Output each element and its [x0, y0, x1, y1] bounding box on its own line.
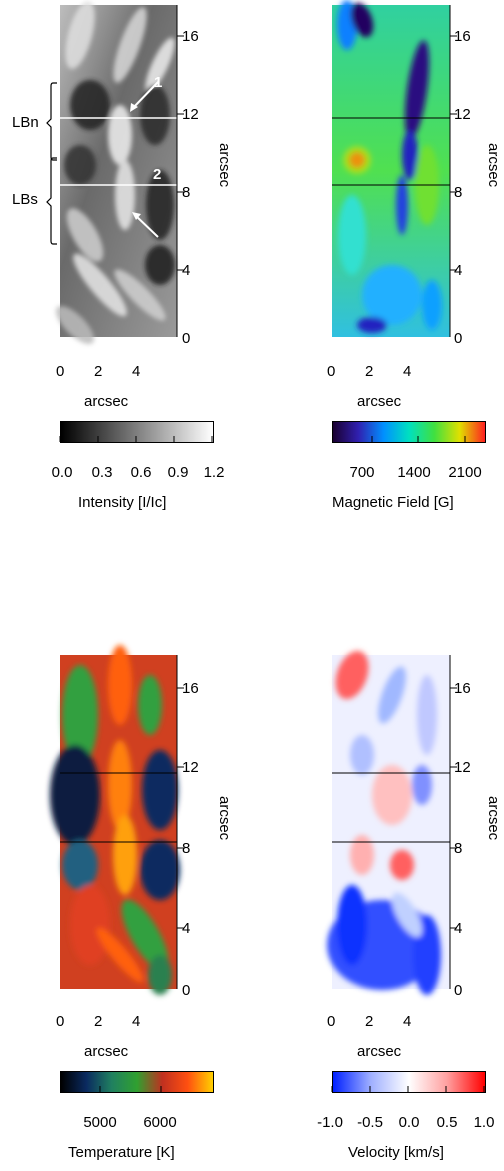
magnetic-field-panel: 16 12 8 4 0 arcsec 0 2 4 arcsec 700 1400…	[270, 0, 504, 520]
colorbar-tick: 0.6	[130, 464, 152, 481]
y-axis-label: arcsec	[216, 796, 233, 841]
y-axis-label: arcsec	[485, 143, 502, 188]
intensity-panel: 1 2 LBn LBs 16 12 8 4 0 arcsec 0 2 4 arc…	[0, 0, 250, 520]
colorbar-label: Intensity [I/Ic]	[78, 494, 167, 511]
colorbar-ticks	[371, 436, 466, 442]
x-tick: 4	[403, 1013, 412, 1030]
y-tick: 16	[182, 28, 199, 45]
colorbar-ticks	[59, 436, 213, 442]
x-tick: 2	[365, 363, 374, 380]
colorbar-tick: 1.0	[473, 1114, 495, 1131]
y-tick: 12	[182, 759, 199, 776]
magnetic-field-map	[332, 0, 450, 337]
temperature-y-axis	[176, 655, 184, 989]
temperature-map	[50, 645, 180, 995]
y-tick: 0	[454, 330, 463, 347]
x-tick: 0	[56, 363, 65, 380]
y-tick: 12	[454, 759, 471, 776]
x-axis-label: arcsec	[357, 1043, 402, 1060]
y-tick: 4	[182, 262, 191, 279]
colorbar-tick: -1.0	[317, 1114, 343, 1131]
y-tick: 8	[182, 840, 191, 857]
y-tick: 0	[454, 982, 463, 999]
colorbar-tick: 0.9	[167, 464, 189, 481]
x-axis-label: arcsec	[357, 393, 402, 410]
lbs-bracket	[46, 157, 57, 245]
y-tick: 16	[454, 680, 471, 697]
intensity-y-axis	[176, 5, 184, 337]
colorbar-tick: -0.5	[357, 1114, 383, 1131]
x-axis-label: arcsec	[84, 393, 129, 410]
colorbar-label: Magnetic Field [G]	[332, 494, 454, 511]
x-tick: 2	[94, 363, 103, 380]
magnetic-y-axis	[449, 5, 457, 337]
x-tick: 4	[132, 363, 141, 380]
y-axis-label: arcsec	[485, 796, 502, 841]
colorbar-tick: 0.5	[436, 1114, 458, 1131]
magnetic-colorbar	[332, 421, 486, 443]
lbs-label: LBs	[12, 191, 38, 208]
y-tick: 0	[182, 982, 191, 999]
x-tick: 4	[132, 1013, 141, 1030]
temperature-colorbar	[60, 1071, 214, 1093]
colorbar-tick: 2100	[448, 464, 482, 481]
velocity-panel: 16 12 8 4 0 arcsec 0 2 4 arcsec -1.0 -0.…	[270, 650, 504, 1171]
colorbar-tick: 0.3	[91, 464, 113, 481]
x-tick: 2	[365, 1013, 374, 1030]
lbn-label: LBn	[12, 114, 39, 131]
velocity-map	[327, 650, 450, 995]
y-axis-label: arcsec	[216, 143, 233, 188]
x-axis-label: arcsec	[84, 1043, 129, 1060]
y-tick: 4	[454, 920, 463, 937]
velocity-y-axis	[449, 655, 457, 989]
intensity-map	[55, 1, 177, 345]
colorbar-label: Velocity [km/s]	[348, 1144, 444, 1161]
y-tick: 8	[454, 184, 463, 201]
x-tick: 0	[327, 1013, 336, 1030]
y-tick: 0	[182, 330, 191, 347]
colorbar-tick: 5000	[83, 1114, 117, 1131]
y-tick: 12	[182, 106, 199, 123]
colorbar-tick: 700	[349, 464, 375, 481]
colorbar-ticks	[331, 1086, 485, 1092]
colorbar-label: Temperature [K]	[68, 1144, 175, 1161]
y-tick: 12	[454, 106, 471, 123]
x-tick: 0	[327, 363, 336, 380]
arrow-1-label: 1	[154, 74, 163, 91]
temperature-panel: 16 12 8 4 0 arcsec 0 2 4 arcsec 5000 600…	[0, 645, 250, 1171]
colorbar-tick: 0.0	[398, 1114, 420, 1131]
colorbar-tick: 1.2	[203, 464, 225, 481]
arrow-2-label: 2	[153, 166, 162, 183]
colorbar-tick: 0.0	[51, 464, 73, 481]
colorbar-ticks	[99, 1086, 162, 1092]
x-tick: 0	[56, 1013, 65, 1030]
y-tick: 4	[182, 920, 191, 937]
colorbar-tick: 1400	[397, 464, 431, 481]
x-tick: 4	[403, 363, 412, 380]
lbn-bracket	[46, 82, 57, 161]
colorbar-tick: 6000	[143, 1114, 177, 1131]
y-tick: 8	[182, 184, 191, 201]
y-tick: 16	[182, 680, 199, 697]
y-tick: 4	[454, 262, 463, 279]
y-tick: 16	[454, 28, 471, 45]
y-tick: 8	[454, 840, 463, 857]
x-tick: 2	[94, 1013, 103, 1030]
